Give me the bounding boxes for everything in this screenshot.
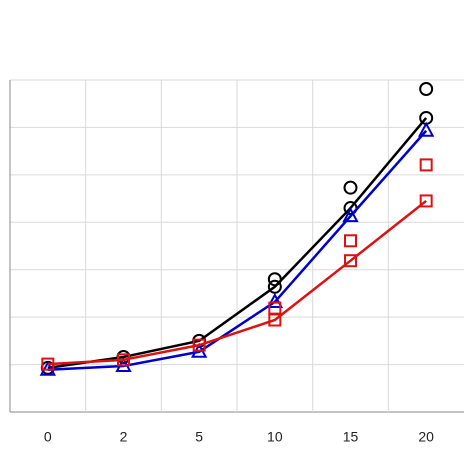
x-tick-label: 20 xyxy=(418,429,434,445)
marker xyxy=(192,338,206,352)
marker xyxy=(417,121,435,137)
x-tick-label: 10 xyxy=(267,429,283,445)
marker xyxy=(267,272,282,287)
x-tick-label: 5 xyxy=(195,429,203,445)
x-tick-label: 2 xyxy=(120,429,128,445)
marker xyxy=(268,301,282,315)
marker xyxy=(266,292,284,308)
marker xyxy=(344,234,357,248)
marker xyxy=(419,82,434,97)
marker xyxy=(419,194,433,208)
marker xyxy=(419,158,433,172)
marker xyxy=(342,207,359,223)
series-line xyxy=(47,117,428,370)
x-tick-label: 0 xyxy=(44,429,52,445)
series-line xyxy=(47,199,427,366)
marker xyxy=(343,180,358,195)
marker xyxy=(117,353,130,367)
series-line xyxy=(47,129,428,372)
marker xyxy=(267,279,282,294)
marker xyxy=(41,357,55,371)
x-tick-label: 15 xyxy=(343,429,359,445)
marker xyxy=(344,254,357,268)
